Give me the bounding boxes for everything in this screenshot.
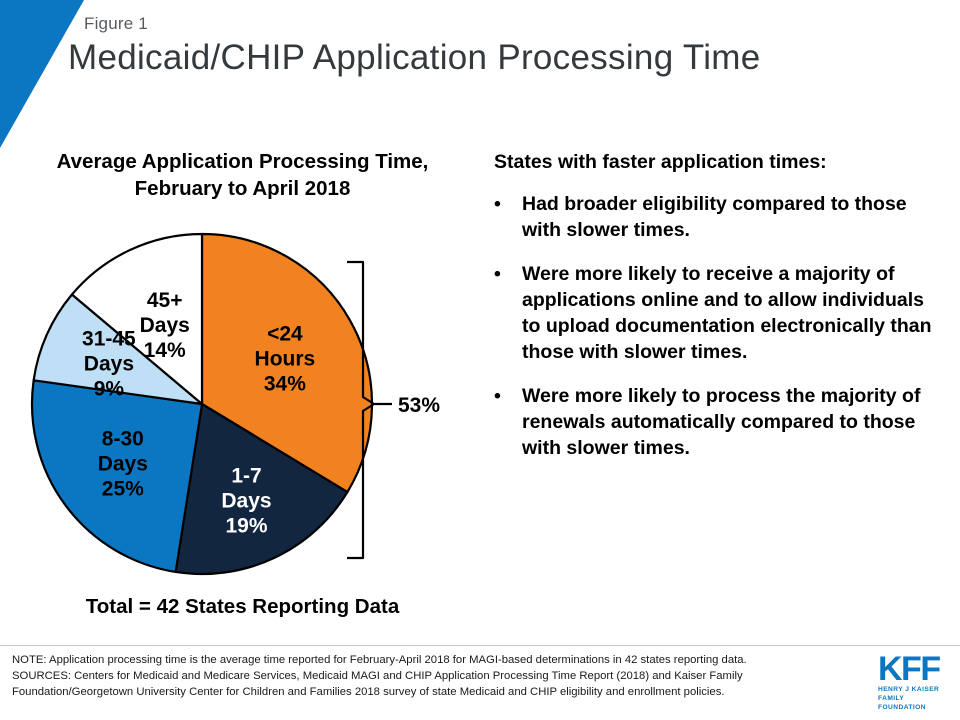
pie-chart: <24 Hours 34% 1-7 Days 19% 8-30 Days 25% 31-45 Day… [30, 232, 440, 576]
pie-slice [32, 293, 204, 406]
bullet-point-icon: • [494, 384, 501, 407]
chart-total-label: Total = 42 States Reporting Data [85, 595, 400, 618]
pie-chart-container: <24 Hours 34% 1-7 Days 19% 8-30 Days 25% 31-45 Day… [0, 212, 480, 592]
findings-heading: States with faster application times: [494, 151, 827, 173]
figure-label: Figure 1 [84, 14, 148, 33]
pie-slice [200, 232, 374, 494]
pie-slice [174, 402, 349, 576]
footer-notes: NOTE: Application processing time is the… [12, 652, 882, 700]
bullet-point-icon: • [494, 193, 501, 216]
finding-item: • Had broader eligibility compared to tho… [494, 192, 946, 244]
page-title: Medicaid/CHIP Application Processing Tim… [68, 38, 761, 77]
pie-slice-label: 8-30 Days 25% [98, 428, 148, 501]
pie-slice-label: 31-45 Days 9% [82, 327, 136, 400]
finding-item: • Were more likely to process the majorit… [494, 384, 946, 462]
corner-accent-wedge [0, 0, 84, 148]
footer-sources-line-1: SOURCES: Centers for Medicaid and Medica… [12, 670, 743, 683]
chart-title: Average Application Processing Time, Feb… [10, 148, 475, 202]
pie-slice-label: 1-7 Days 19% [221, 465, 271, 538]
kff-wordmark: KFF [878, 650, 941, 688]
footer-note: NOTE: Application processing time is the… [12, 654, 747, 666]
finding-item-text: Had broader eligibility compared to thos… [522, 193, 907, 242]
kff-logo: KFF HENRY J KAISER FAMILY FOUNDATION [878, 652, 954, 713]
pie-label-group: <24 Hours 34% 1-7 Days 19% 8-30 Days 25% 31-45 Day… [82, 289, 315, 538]
bracket-annotation-group: 53% [347, 260, 440, 560]
pie-slice-group [30, 232, 374, 576]
footer-divider [0, 645, 960, 646]
finding-item: • Were more likely to receive a majority … [494, 262, 946, 366]
finding-item-text: Were more likely to process the majority… [522, 384, 921, 459]
kff-tagline-line-1: HENRY J KAISER [878, 686, 940, 693]
finding-item-text: Were more likely to receive a majority o… [522, 263, 932, 363]
footer-sources-line-2: Foundation/Georgetown University Center … [12, 686, 725, 699]
pie-slice [30, 379, 204, 574]
chart-title-line-1: Average Application Processing Time, [56, 150, 429, 173]
findings-panel: States with faster application times: • H… [494, 150, 946, 480]
pie-slice [70, 232, 204, 406]
pie-slice-label: 45+ Days 14% [140, 289, 190, 362]
findings-list: • Had broader eligibility compared to tho… [494, 192, 946, 461]
kff-tagline-line-2: FAMILY FOUNDATION [878, 694, 926, 711]
bullet-point-icon: • [494, 263, 501, 286]
bracket-percent-label: 53% [398, 394, 440, 417]
pie-slice-label: <24 Hours 34% [255, 322, 316, 395]
chart-title-line-2: February to April 2018 [134, 177, 351, 201]
